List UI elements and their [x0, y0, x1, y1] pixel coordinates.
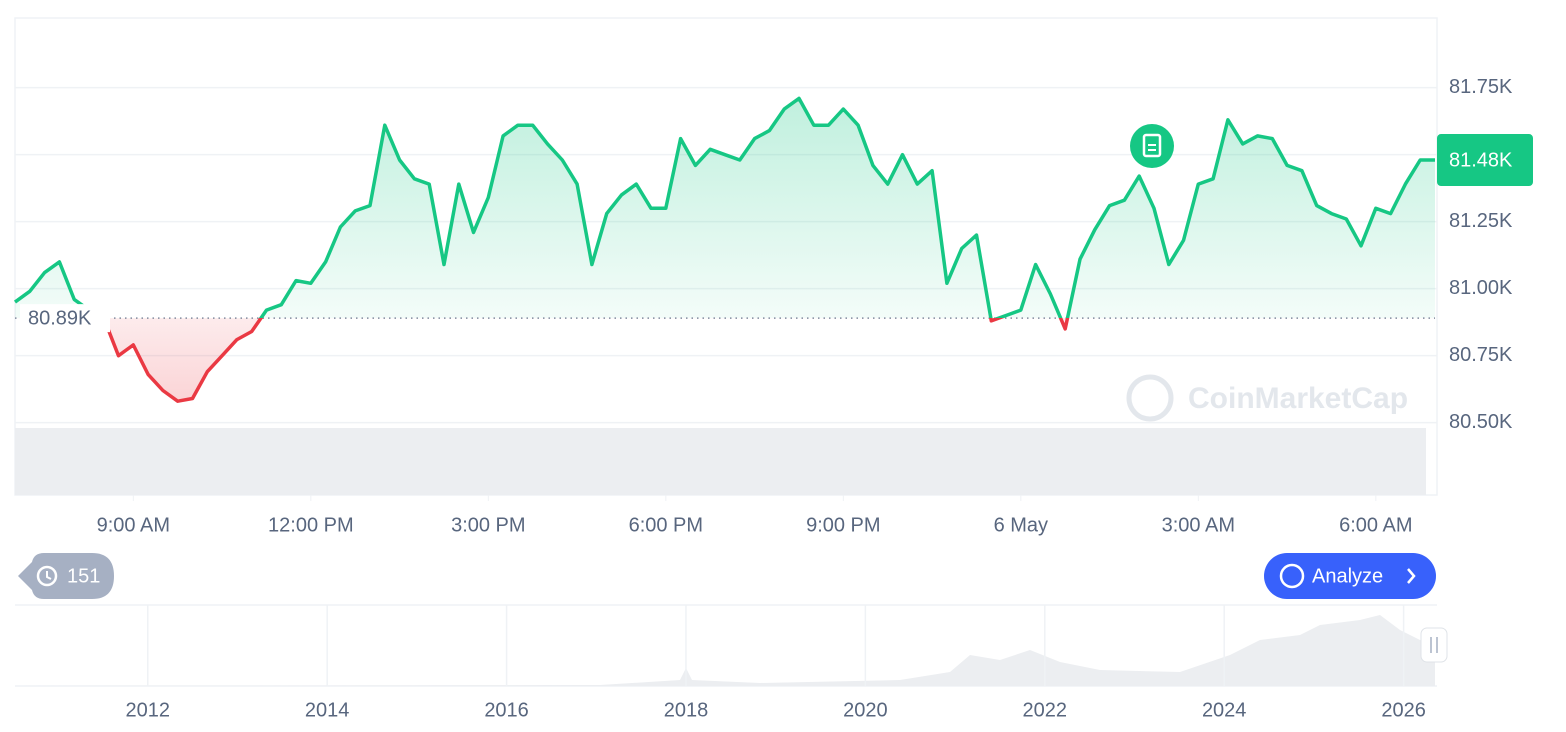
navigator-tick-label: 2026 — [1381, 699, 1426, 721]
navigator-tick-label: 2020 — [843, 699, 888, 721]
watermark-text: CoinMarketCap — [1188, 382, 1408, 415]
y-tick-label: 81.25K — [1449, 210, 1513, 232]
y-tick-label: 80.50K — [1449, 411, 1513, 433]
history-count: 151 — [67, 565, 100, 587]
baseline-label-bg — [20, 304, 110, 333]
navigator-tick-label: 2012 — [126, 699, 171, 721]
news-icon[interactable] — [1130, 124, 1174, 168]
last-price-label: 81.48K — [1449, 149, 1513, 171]
x-tick-label: 9:00 AM — [97, 514, 170, 536]
analyze-button[interactable]: Analyze — [1264, 553, 1436, 599]
navigator-tick-label: 2022 — [1023, 699, 1068, 721]
navigator-tick-label: 2018 — [664, 699, 709, 721]
navigator-tick-label: 2024 — [1202, 699, 1247, 721]
y-tick-label: 81.75K — [1449, 76, 1513, 98]
volume-area — [15, 428, 1426, 495]
y-tick-label: 80.75K — [1449, 344, 1513, 366]
x-tick-label: 6 May — [994, 514, 1048, 536]
price-area — [15, 98, 1435, 402]
x-tick-label: 6:00 AM — [1339, 514, 1412, 536]
analyze-label: Analyze — [1312, 565, 1383, 587]
x-tick-label: 9:00 PM — [806, 514, 880, 536]
y-tick-label: 81.00K — [1449, 277, 1513, 299]
price-line — [13, 96, 1435, 403]
watermark: CoinMarketCap — [1126, 374, 1408, 422]
navigator-area — [15, 615, 1435, 686]
history-pill[interactable]: 151 — [18, 553, 114, 599]
navigator-handle[interactable] — [1420, 627, 1448, 663]
x-tick-label: 12:00 PM — [268, 514, 354, 536]
navigator-tick-label: 2014 — [305, 699, 350, 721]
x-tick-label: 6:00 PM — [629, 514, 703, 536]
baseline-label: 80.89K — [28, 307, 92, 329]
last-price-box — [1437, 134, 1533, 187]
navigator: 2012 2014 2016 2018 2020 2022 2024 2026 — [15, 604, 1448, 721]
navigator-tick-label: 2016 — [484, 699, 529, 721]
x-tick-label: 3:00 AM — [1162, 514, 1235, 536]
x-tick-label: 3:00 PM — [451, 514, 525, 536]
